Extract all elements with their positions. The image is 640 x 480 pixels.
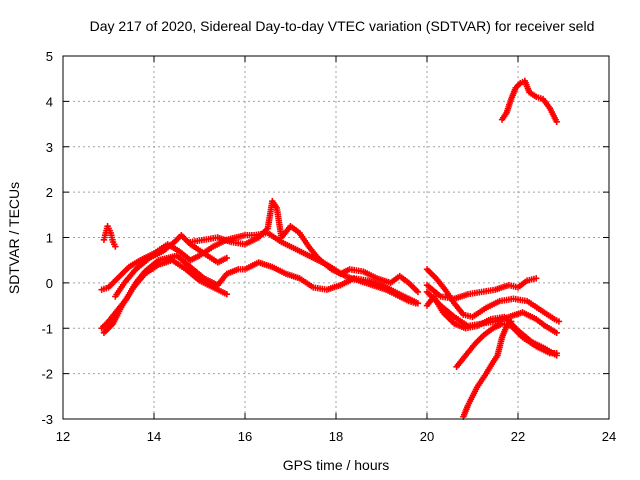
data-point xyxy=(414,288,422,296)
data-point xyxy=(553,329,560,336)
series-trace-e xyxy=(112,232,230,300)
y-tick-label: 2 xyxy=(46,185,53,200)
data-point xyxy=(112,243,119,250)
x-tick-label: 16 xyxy=(238,429,252,444)
y-tick-label: 4 xyxy=(46,94,53,109)
series-trace-c xyxy=(100,256,230,336)
y-tick-label: 3 xyxy=(46,140,53,155)
data-point xyxy=(555,318,563,325)
y-tick-label: -1 xyxy=(41,321,53,336)
y-tick-label: 0 xyxy=(46,276,53,291)
y-tick-label: -3 xyxy=(41,412,53,427)
x-tick-label: 24 xyxy=(602,429,616,444)
y-tick-label: -2 xyxy=(41,367,53,382)
series-trace-g xyxy=(423,266,563,325)
x-tick-label: 20 xyxy=(420,429,434,444)
series-trace-d xyxy=(187,198,422,296)
data-point xyxy=(507,318,515,325)
grid-lines xyxy=(63,56,609,419)
y-axis-label: SDTVAR / TECUs xyxy=(6,182,22,294)
series-trace-f xyxy=(100,222,119,250)
x-tick-label: 22 xyxy=(511,429,525,444)
x-tick-label: 12 xyxy=(56,429,70,444)
chart-title: Day 217 of 2020, Sidereal Day-to-day VTE… xyxy=(90,18,595,34)
data-point xyxy=(223,254,230,262)
data-point xyxy=(553,350,560,357)
y-tick-label: 5 xyxy=(46,49,53,64)
series-trace-m xyxy=(498,77,560,125)
x-axis-label: GPS time / hours xyxy=(283,457,390,473)
series-trace-b xyxy=(98,252,422,332)
y-tick-label: 1 xyxy=(46,231,53,246)
x-tick-label: 14 xyxy=(147,429,161,444)
series-trace-l xyxy=(460,318,515,420)
data-point xyxy=(414,300,422,307)
data-point xyxy=(553,118,560,125)
series-trace-k xyxy=(453,320,560,371)
plot-frame xyxy=(62,55,610,420)
data-point xyxy=(533,275,540,282)
data-point xyxy=(223,291,230,298)
x-tick-label: 18 xyxy=(329,429,343,444)
data-series xyxy=(98,77,563,420)
series-trace-h xyxy=(423,275,540,302)
